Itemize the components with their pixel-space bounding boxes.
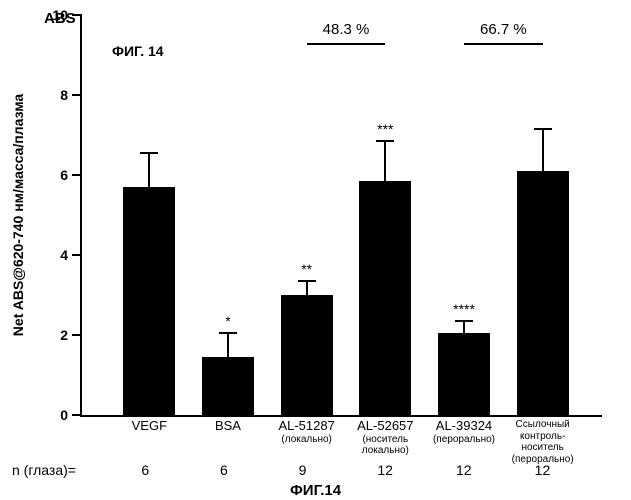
n-value: 6	[220, 462, 228, 478]
bar	[359, 181, 411, 415]
figure-caption: ФИГ.14	[290, 482, 341, 499]
y-tick-label: 6	[60, 167, 82, 183]
error-bar	[384, 141, 386, 181]
bar	[123, 187, 175, 415]
y-axis-label: Net ABS@620-740 нм/масса/плазма	[10, 94, 26, 336]
figure-tag: ФИГ. 14	[112, 43, 164, 59]
y-tick-label: 2	[60, 327, 82, 343]
comparison-line	[307, 43, 386, 45]
bar	[281, 295, 333, 415]
x-tick-label: AL-39324(перорально)	[425, 415, 504, 445]
n-value: 6	[141, 462, 149, 478]
significance-star: ****	[453, 301, 475, 317]
error-cap	[376, 140, 394, 142]
error-cap	[140, 152, 158, 154]
significance-star: **	[301, 261, 312, 277]
x-tick-label: AL-52657(носитель локально)	[346, 415, 425, 457]
n-value: 12	[456, 462, 472, 478]
comparison-line	[464, 43, 543, 45]
error-cap	[534, 128, 552, 130]
n-row-label: n (глаза)=	[12, 462, 76, 478]
comparison-label: 66.7 %	[480, 21, 527, 38]
x-tick-label: VEGF	[110, 415, 189, 434]
y-tick-label: 0	[60, 407, 82, 423]
error-bar	[148, 153, 150, 187]
error-bar	[227, 333, 229, 357]
x-tick-label: AL-51287(локально)	[267, 415, 346, 445]
significance-star: ***	[377, 121, 393, 137]
y-tick-label: 10	[52, 7, 82, 23]
comparison-label: 48.3 %	[323, 21, 370, 38]
error-cap	[219, 332, 237, 334]
bar	[438, 333, 490, 415]
error-bar	[306, 281, 308, 295]
error-bar	[463, 321, 465, 333]
x-tick-label: BSA	[189, 415, 268, 434]
n-value: 9	[299, 462, 307, 478]
error-cap	[455, 320, 473, 322]
y-tick-label: 8	[60, 87, 82, 103]
y-axis-label-text: Net ABS@620-740 нм/масса/плазма	[10, 94, 26, 336]
error-bar	[542, 129, 544, 171]
x-tick-label: Ссылочный контроль-носитель(перорально)	[503, 415, 582, 465]
bar	[517, 171, 569, 415]
chart-area: ФИГ. 14 0246810VEGF*BSA**AL-51287(локаль…	[80, 15, 602, 417]
n-value: 12	[535, 462, 551, 478]
significance-star: *	[225, 313, 230, 329]
y-tick-label: 4	[60, 247, 82, 263]
error-cap	[298, 280, 316, 282]
bar	[202, 357, 254, 415]
n-value: 12	[377, 462, 393, 478]
